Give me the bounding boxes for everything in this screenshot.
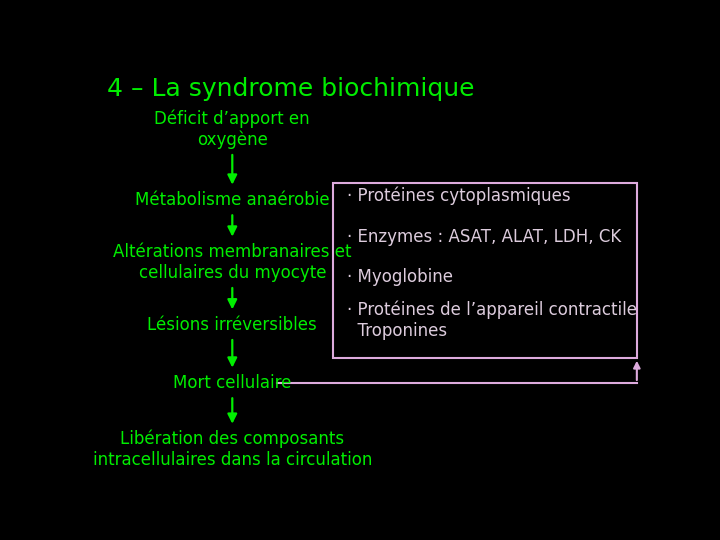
- Text: Métabolisme anaérobie: Métabolisme anaérobie: [135, 191, 330, 209]
- Text: Lésions irréversibles: Lésions irréversibles: [148, 316, 318, 334]
- Text: · Myoglobine: · Myoglobine: [347, 268, 453, 286]
- Text: · Enzymes : ASAT, ALAT, LDH, CK: · Enzymes : ASAT, ALAT, LDH, CK: [347, 228, 621, 246]
- Text: · Protéines de l’appareil contractile
  Troponines: · Protéines de l’appareil contractile Tr…: [347, 301, 636, 340]
- Text: 4 – La syndrome biochimique: 4 – La syndrome biochimique: [107, 77, 474, 102]
- Text: Libération des composants
intracellulaires dans la circulation: Libération des composants intracellulair…: [93, 430, 372, 469]
- Text: Altérations membranaires et
cellulaires du myocyte: Altérations membranaires et cellulaires …: [113, 243, 351, 282]
- Text: Mort cellulaire: Mort cellulaire: [173, 374, 292, 392]
- Text: Déficit d’apport en
oxygène: Déficit d’apport en oxygène: [155, 109, 310, 149]
- Text: · Protéines cytoplasmiques: · Protéines cytoplasmiques: [347, 186, 570, 205]
